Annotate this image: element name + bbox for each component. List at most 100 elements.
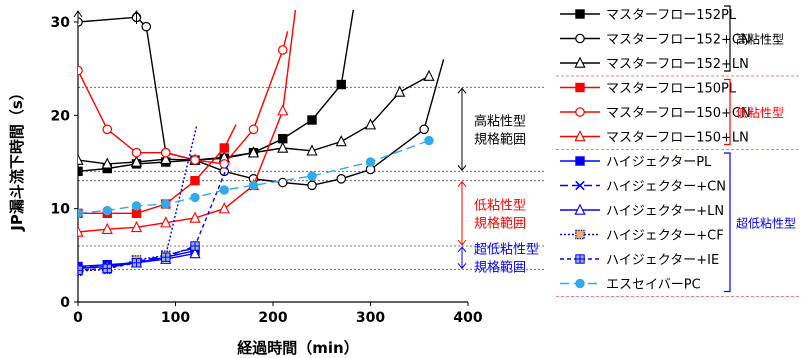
data-point — [277, 141, 289, 153]
marker-shape — [78, 208, 83, 219]
marker-shape — [575, 229, 585, 240]
data-point — [424, 135, 434, 146]
range-label-line1: 高粘性型 — [474, 113, 526, 129]
series-line — [78, 75, 431, 165]
marker-shape — [248, 180, 259, 191]
data-point — [141, 21, 152, 32]
legend: マスターフロー152PL マスターフロー152+CN マスターフロー152+LN マス… — [556, 5, 800, 297]
legend-marker — [575, 82, 585, 93]
data-point — [306, 144, 318, 156]
data-point — [218, 202, 230, 214]
marker-shape — [78, 166, 83, 177]
marker-shape — [219, 185, 229, 195]
data-point — [423, 69, 435, 81]
data-point — [190, 175, 200, 186]
x-tick-label: 300 — [356, 310, 385, 326]
range-label-line2: 規格範囲 — [474, 215, 526, 231]
data-point — [419, 124, 429, 135]
data-point — [307, 115, 317, 125]
legend-marker — [574, 203, 586, 215]
marker-shape — [574, 56, 586, 68]
legend-entry-7: ハイジェクターPL — [560, 155, 712, 170]
off-scale-arrowhead — [73, 10, 83, 18]
legend-label: ハイジェクター+CN — [606, 180, 726, 195]
marker-shape — [190, 155, 200, 165]
group-bracket-1: 高粘性型 — [556, 5, 800, 77]
marker-shape — [190, 175, 200, 186]
data-point — [248, 124, 259, 135]
range-label-line2: 規格範囲 — [474, 260, 526, 276]
marker-shape — [575, 33, 585, 44]
y-tick-label: 10 — [51, 202, 71, 218]
range-arrowhead-top — [457, 246, 467, 253]
marker-shape — [423, 69, 435, 81]
legend-label: エスセイバーPC — [606, 278, 701, 293]
data-point — [219, 159, 230, 169]
legend-label: マスターフロー152PL — [606, 8, 737, 23]
range-arrowhead-bottom — [457, 165, 467, 172]
marker-shape — [78, 153, 84, 165]
marker-shape — [160, 152, 172, 164]
legend-marker — [575, 33, 585, 44]
data-point — [307, 171, 317, 181]
marker-shape — [277, 45, 288, 55]
legend-entry-11: ハイジェクター+IE — [560, 253, 719, 268]
data-point — [131, 258, 142, 268]
legend-entry-8: ハイジェクター+CN — [560, 180, 726, 195]
data-point — [130, 220, 143, 233]
data-point — [277, 104, 289, 116]
data-point — [277, 177, 288, 188]
legend-label: マスターフロー150+CN — [606, 106, 751, 121]
marker-shape — [394, 85, 406, 97]
series-6 — [78, 10, 297, 237]
series-line — [78, 10, 297, 233]
x-tick-label: 0 — [73, 310, 83, 326]
legend-label: マスターフロー152+LN — [606, 57, 749, 72]
marker-shape — [248, 124, 259, 135]
data-point — [160, 216, 172, 228]
legend-marker — [575, 9, 585, 19]
legend-marker — [575, 278, 585, 289]
series-3 — [78, 69, 435, 169]
data-point — [160, 152, 172, 164]
x-tick-label: 200 — [258, 310, 287, 326]
data-point — [78, 208, 83, 219]
y-tick-label: 0 — [60, 295, 70, 311]
range-arrowhead-bottom — [457, 239, 467, 246]
marker-shape — [424, 135, 434, 146]
group-label: 低粘性型 — [736, 105, 784, 120]
data-point — [394, 85, 406, 97]
data-point — [248, 180, 259, 191]
data-point — [78, 166, 83, 177]
data-point — [78, 65, 83, 76]
x-tick-label: 400 — [453, 310, 482, 326]
legend-entry-3: マスターフロー152+LN — [560, 56, 749, 72]
marker-shape — [277, 104, 289, 116]
data-point — [336, 79, 346, 90]
legend-marker — [575, 107, 585, 117]
off-scale-arrowhead — [132, 10, 141, 18]
series-line — [78, 31, 289, 165]
data-point — [101, 157, 113, 169]
marker-shape — [575, 278, 585, 289]
data-point — [189, 247, 201, 259]
data-point — [102, 124, 113, 135]
legend-entry-10: ハイジェクター+CF — [560, 229, 724, 244]
marker-shape — [307, 171, 317, 181]
data-point — [190, 192, 200, 203]
marker-shape — [336, 79, 346, 90]
series-line — [78, 161, 230, 271]
marker-shape — [130, 220, 143, 233]
series-line — [78, 139, 430, 214]
bracket-line — [724, 78, 731, 146]
range-label-line1: 超低粘性型 — [474, 243, 539, 258]
bracket-line — [724, 152, 731, 293]
y-tick-label: 20 — [51, 108, 71, 124]
range-label-line1: 低粘性型 — [474, 198, 526, 213]
legend-marker — [574, 56, 586, 68]
legend-entry-2: マスターフロー152+CN — [560, 33, 751, 48]
marker-shape — [277, 141, 289, 153]
